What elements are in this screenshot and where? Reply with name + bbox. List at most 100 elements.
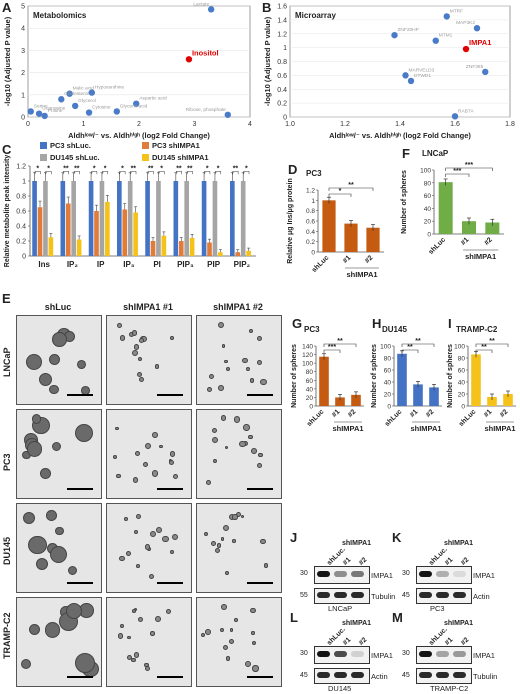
sphere: [159, 444, 163, 449]
sphere: [156, 526, 163, 533]
western-blot-m: shLuc. #1 #2 shIMPA1 30 45 IMPA1 Tubulin TRAMP-C…: [402, 620, 512, 694]
sphere: [49, 354, 61, 366]
sphere: [132, 608, 136, 613]
x-tick-label: #1: [342, 254, 353, 265]
sphere: [77, 360, 87, 370]
loading-band: [334, 592, 347, 598]
sig-star: **: [63, 165, 69, 172]
scale-bar: [247, 394, 273, 396]
bar: [127, 181, 133, 256]
sig-star: *: [217, 165, 220, 172]
sig-star: *: [36, 165, 39, 172]
sig-star: *: [206, 165, 209, 172]
bar: [76, 239, 82, 256]
sphere: [232, 514, 238, 520]
y-tick-label: 1: [22, 179, 26, 186]
group-label: shIMPA1: [342, 540, 372, 547]
point-label: Cytosine: [92, 105, 111, 111]
marker-label: 45: [402, 672, 410, 679]
protein-band: [436, 571, 449, 577]
point-label: MAP3K2: [456, 20, 475, 26]
y-tick-label: 0.4: [277, 87, 287, 94]
row-label: LNCaP: [2, 347, 12, 377]
y-axis-label: -log10 (Adjusted P value): [263, 16, 272, 106]
point-label: IMPA1: [469, 38, 491, 47]
y-tick-label: 40: [424, 206, 432, 213]
point-label: MARVELD3: [409, 67, 435, 73]
bar: [71, 181, 77, 256]
sphere: [148, 573, 155, 580]
y-tick-label: 1.2: [16, 164, 26, 171]
row-label: DU145: [2, 536, 12, 565]
sphere: [133, 652, 140, 658]
sphere: [115, 473, 121, 479]
bar: [37, 207, 43, 256]
sphere: [125, 550, 131, 556]
loading-band: [419, 672, 432, 678]
sphere: [155, 615, 162, 622]
sphere: [135, 564, 140, 569]
sig-bracket: [243, 171, 250, 175]
panel-label-m: M: [392, 610, 403, 625]
bar: [344, 223, 358, 252]
sig-bracket: [401, 349, 419, 353]
legend-swatch: [142, 154, 149, 161]
point-label: Hypoxanthine: [95, 85, 125, 91]
sphere: [251, 640, 256, 645]
sphere: [246, 367, 251, 372]
sig-bracket: [445, 167, 493, 171]
y-axis-label: -log10 (Adjusted P value): [3, 16, 12, 106]
y-tick-label: 0.4: [306, 229, 315, 236]
sphere: [234, 618, 239, 622]
sphere: [258, 452, 263, 458]
loading-band: [334, 672, 347, 678]
x-tick-label: PIP₃: [177, 260, 194, 269]
y-tick-label: 0.6: [277, 73, 287, 80]
point-label: Aspartic acid: [139, 96, 167, 102]
sig-star: **: [481, 344, 487, 351]
y-tick-label: 120: [302, 352, 313, 359]
sphere: [204, 531, 209, 537]
point-label: Guanosine: [42, 106, 66, 112]
panel-label-e: E: [2, 291, 11, 306]
sphere: [127, 635, 132, 640]
scale-bar: [67, 582, 93, 584]
bar: [99, 181, 105, 256]
cell-line-title: LNCaP: [422, 149, 449, 158]
data-point: [71, 102, 79, 110]
cell-line-title: PC3: [306, 169, 322, 178]
marker-label: 55: [300, 592, 308, 599]
y-tick-label: 1.4: [277, 17, 287, 24]
data-point: [473, 25, 481, 32]
microscopy-image: [106, 597, 192, 687]
sphere: [229, 627, 234, 632]
y-tick-label: 2: [21, 70, 25, 77]
sphere: [116, 323, 122, 329]
y-axis-label: Relative metabolite peak intensity: [4, 155, 11, 268]
sphere: [169, 460, 174, 466]
panel-label-a: A: [2, 0, 12, 15]
protein-band: [317, 651, 330, 657]
y-tick-label: 1: [283, 45, 287, 52]
sig-bracket: [475, 349, 493, 353]
y-tick-label: 5: [21, 4, 25, 11]
point-label: ZNF385: [466, 64, 484, 70]
bar: [122, 209, 128, 256]
bar: [32, 181, 37, 256]
bar: [201, 181, 207, 256]
sig-star: *: [93, 165, 96, 172]
sphere: [251, 631, 255, 635]
sig-bracket: [328, 187, 374, 191]
bar: [88, 181, 94, 256]
x-tick-label: 1.8: [505, 121, 515, 128]
sig-bracket: [62, 171, 69, 175]
sphere: [144, 442, 151, 449]
bar: [207, 242, 212, 256]
sphere: [170, 336, 174, 340]
data-point: [88, 89, 96, 96]
y-tick-label: 0: [309, 404, 313, 411]
panel-label-c: C: [2, 142, 12, 157]
y-tick-label: 100: [380, 344, 391, 351]
x-tick-label: 4: [248, 121, 252, 128]
scale-bar: [157, 394, 183, 396]
